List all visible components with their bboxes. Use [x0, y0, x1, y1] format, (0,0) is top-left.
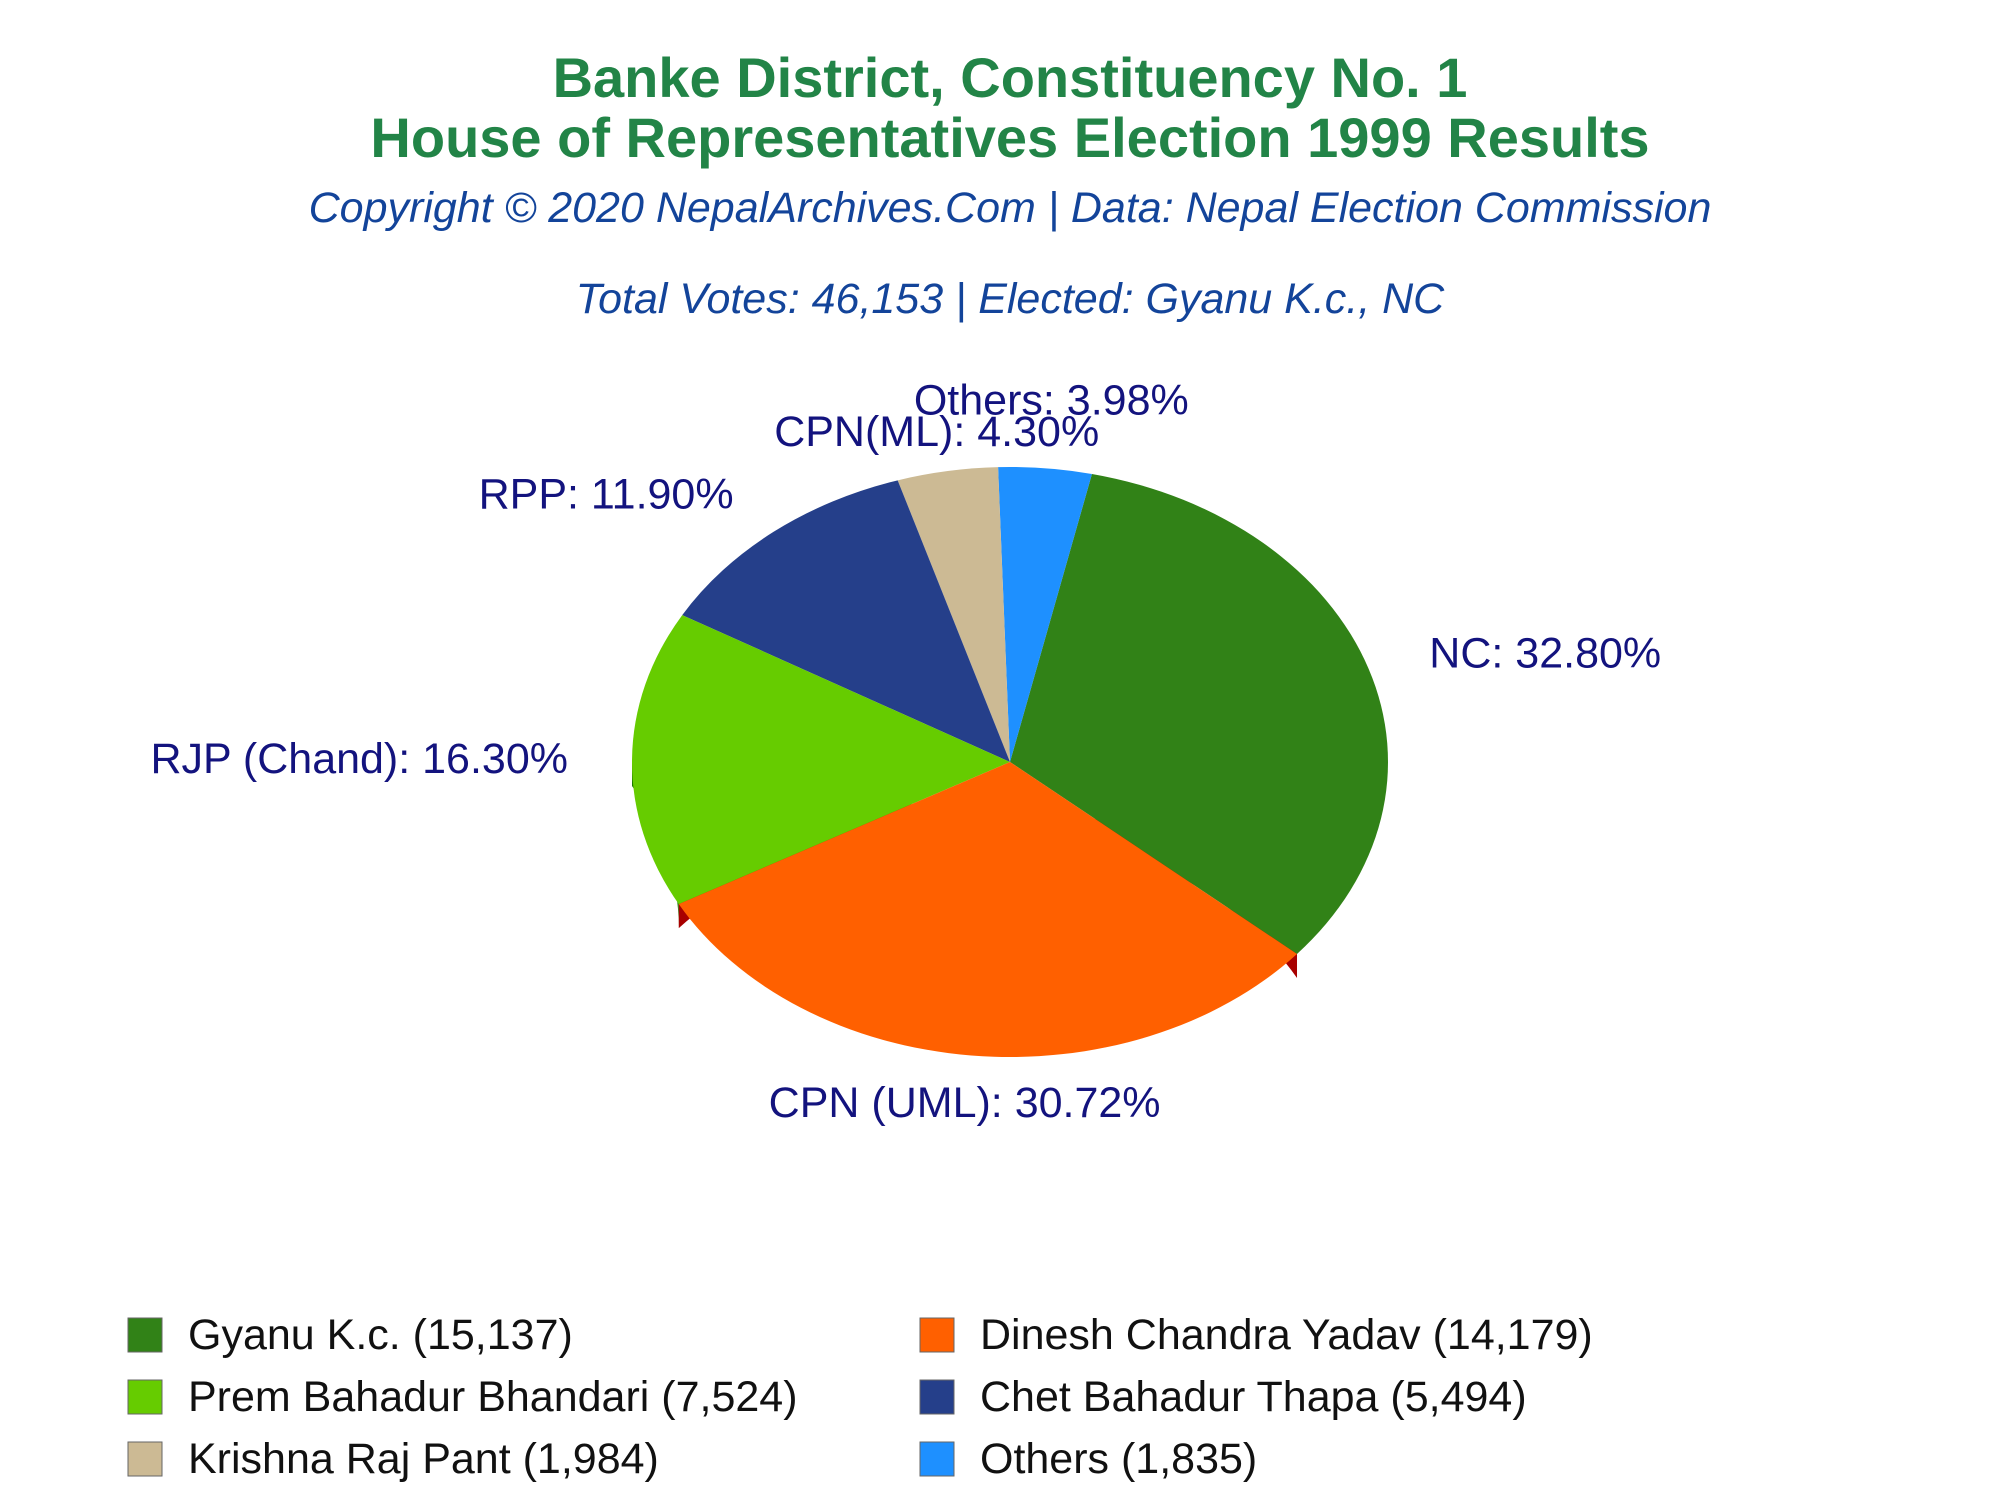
- pie-slice-cpn-ml: [897, 467, 1010, 762]
- legend-label-rpp: Chet Bahadur Thapa (5,494): [980, 1373, 1527, 1421]
- slice-label-nc: NC: 32.80%: [1429, 630, 1661, 678]
- legend-label-cpn-uml: Dinesh Chandra Yadav (14,179): [980, 1311, 1593, 1359]
- pie-slice-others: [998, 466, 1092, 762]
- slice-label-rjp-chand: RJP (Chand): 16.30%: [151, 735, 569, 783]
- chart-summary: Total Votes: 46,153 | Elected: Gyanu K.c…: [576, 275, 1445, 323]
- pie-slice-labels: NC: 32.80% Others: 3.98%CPN(ML): 4.30% RPP…: [151, 377, 1662, 1128]
- legend-label-rjp-chand: Prem Bahadur Bhandari (7,524): [188, 1373, 798, 1421]
- chart-subtitle: Copyright © 2020 NepalArchives.Com | Dat…: [309, 184, 1712, 232]
- chart-title-line-2: House of Representatives Election 1999 R…: [370, 106, 1649, 169]
- legend-label-others: Others (1,835): [980, 1435, 1257, 1483]
- slice-label-others: Others: 3.98%: [914, 377, 1189, 425]
- legend-item-cpn-uml: Dinesh Chandra Yadav (14,179): [919, 1311, 1593, 1359]
- legend-swatch-rjp-chand: [127, 1379, 163, 1415]
- pie-slices: [632, 466, 1388, 1057]
- legend-swatch-others: [919, 1441, 955, 1477]
- legend-swatch-nc: [127, 1317, 163, 1353]
- legend-label-cpn-ml: Krishna Raj Pant (1,984): [188, 1435, 659, 1483]
- legend-item-rpp: Chet Bahadur Thapa (5,494): [919, 1373, 1527, 1421]
- legend-swatch-rpp: [919, 1379, 955, 1415]
- legend-swatch-cpn-uml: [919, 1317, 955, 1353]
- slice-label-cpn-uml: CPN (UML): 30.72%: [769, 1079, 1161, 1127]
- legend-label-nc: Gyanu K.c. (15,137): [188, 1311, 573, 1359]
- legend-item-cpn-ml: Krishna Raj Pant (1,984): [127, 1435, 659, 1483]
- legend-item-nc: Gyanu K.c. (15,137): [127, 1311, 573, 1359]
- pie-slice-nc: [1010, 474, 1388, 954]
- chart-legend: Gyanu K.c. (15,137) Dinesh Chandra Yadav …: [127, 1311, 1593, 1483]
- pie-slice-rpp: [682, 480, 1010, 762]
- slice-label-cpn-ml: CPN(ML): 4.30%: [774, 408, 1099, 456]
- legend-item-rjp-chand: Prem Bahadur Bhandari (7,524): [127, 1373, 798, 1421]
- pie-slice-rjp-chand: [632, 615, 1010, 905]
- legend-swatch-cpn-ml: [127, 1441, 163, 1477]
- legend-item-others: Others (1,835): [919, 1435, 1257, 1483]
- pie-slice-cpn-uml: [678, 762, 1298, 1057]
- slice-label-rpp: RPP: 11.90%: [479, 470, 734, 518]
- chart-title: Banke District, Constituency No. 1: [553, 46, 1468, 109]
